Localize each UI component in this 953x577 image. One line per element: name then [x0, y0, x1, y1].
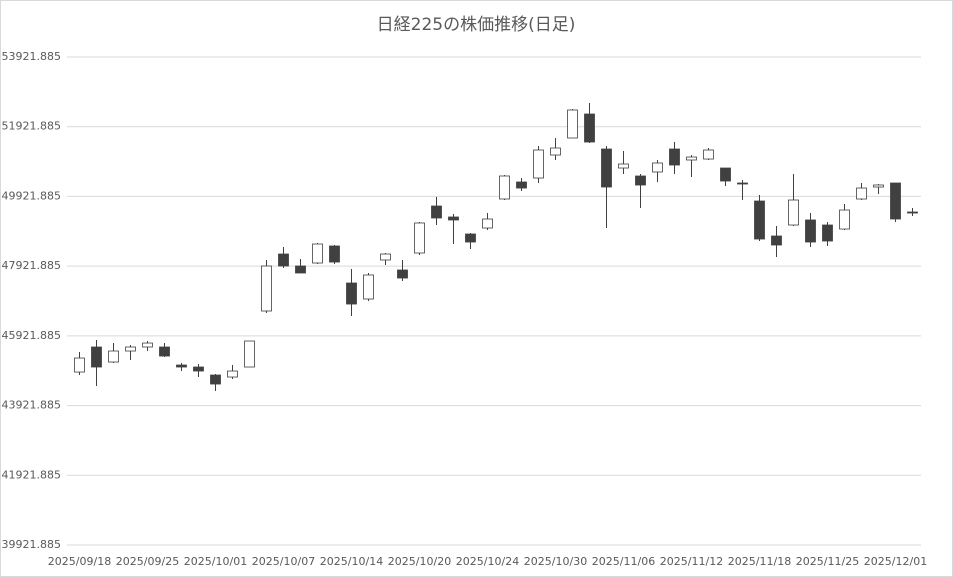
- candle-body: [431, 205, 442, 219]
- candle-body: [822, 224, 833, 242]
- candle-body: [720, 167, 731, 182]
- y-tick-label: 53921.885: [2, 50, 62, 63]
- candle-body: [567, 109, 578, 139]
- candle-body: [499, 175, 510, 200]
- candle-body: [907, 211, 918, 214]
- candle-body: [329, 245, 340, 263]
- candle-body: [686, 156, 697, 161]
- candle-body: [839, 209, 850, 230]
- candle-body: [91, 346, 102, 368]
- candle-body: [125, 346, 136, 352]
- candle-body: [635, 175, 646, 186]
- candle-body: [737, 182, 748, 185]
- x-tick-label: 2025/09/18: [48, 555, 111, 568]
- candle-body: [873, 184, 884, 188]
- candle-body: [108, 350, 119, 363]
- x-tick-label: 2025/10/01: [184, 555, 247, 568]
- x-tick-label: 2025/10/30: [524, 555, 587, 568]
- y-tick-label: 51921.885: [2, 120, 62, 133]
- x-tick-label: 2025/11/18: [728, 555, 791, 568]
- x-tick-label: 2025/10/14: [320, 555, 383, 568]
- candle-body: [363, 274, 374, 300]
- chart-title: 日経225の株価推移(日足): [377, 15, 576, 35]
- candle-body: [618, 163, 629, 169]
- candle-body: [142, 342, 153, 348]
- candle-body: [465, 233, 476, 243]
- candle-body: [278, 253, 289, 267]
- candle-body: [210, 374, 221, 385]
- candle-body: [584, 113, 595, 143]
- candle-body: [652, 162, 663, 173]
- candle-body: [312, 243, 323, 264]
- candle-body: [176, 364, 187, 368]
- y-tick-label: 49921.885: [2, 189, 62, 202]
- x-tick-label: 2025/11/06: [592, 555, 655, 568]
- candle-body: [516, 181, 527, 189]
- candle-body: [805, 219, 816, 243]
- x-tick-label: 2025/11/12: [660, 555, 723, 568]
- x-tick-label: 2025/10/20: [388, 555, 451, 568]
- candle-body: [397, 269, 408, 279]
- candle-body: [193, 366, 204, 372]
- candle-body: [346, 282, 357, 305]
- candle-body: [601, 148, 612, 188]
- candle-body: [380, 253, 391, 261]
- candle-body: [261, 265, 272, 312]
- candle-body: [159, 346, 170, 357]
- candle-body: [414, 222, 425, 254]
- candle-body: [448, 216, 459, 221]
- candle-body: [754, 200, 765, 240]
- candle-body: [669, 148, 680, 166]
- candle-body: [771, 235, 782, 246]
- candle-body: [244, 340, 255, 368]
- y-tick-label: 45921.885: [2, 329, 62, 342]
- y-tick-label: 47921.885: [2, 259, 62, 272]
- y-tick-label: 43921.885: [2, 399, 62, 412]
- y-tick-label: 39921.885: [2, 538, 62, 551]
- candle-body: [703, 149, 714, 160]
- candle-body: [482, 218, 493, 229]
- candle-body: [295, 265, 306, 274]
- x-tick-label: 2025/09/25: [116, 555, 179, 568]
- x-tick-label: 2025/12/01: [864, 555, 927, 568]
- candle-body: [890, 182, 901, 220]
- x-tick-label: 2025/10/07: [252, 555, 315, 568]
- candle-body: [550, 147, 561, 156]
- candle-body: [74, 357, 85, 373]
- y-tick-label: 41921.885: [2, 468, 62, 481]
- candle-body: [227, 370, 238, 378]
- candle-body: [856, 187, 867, 200]
- candle-body: [788, 199, 799, 226]
- x-tick-label: 2025/10/24: [456, 555, 519, 568]
- x-tick-label: 2025/11/25: [796, 555, 859, 568]
- candle-body: [533, 149, 544, 179]
